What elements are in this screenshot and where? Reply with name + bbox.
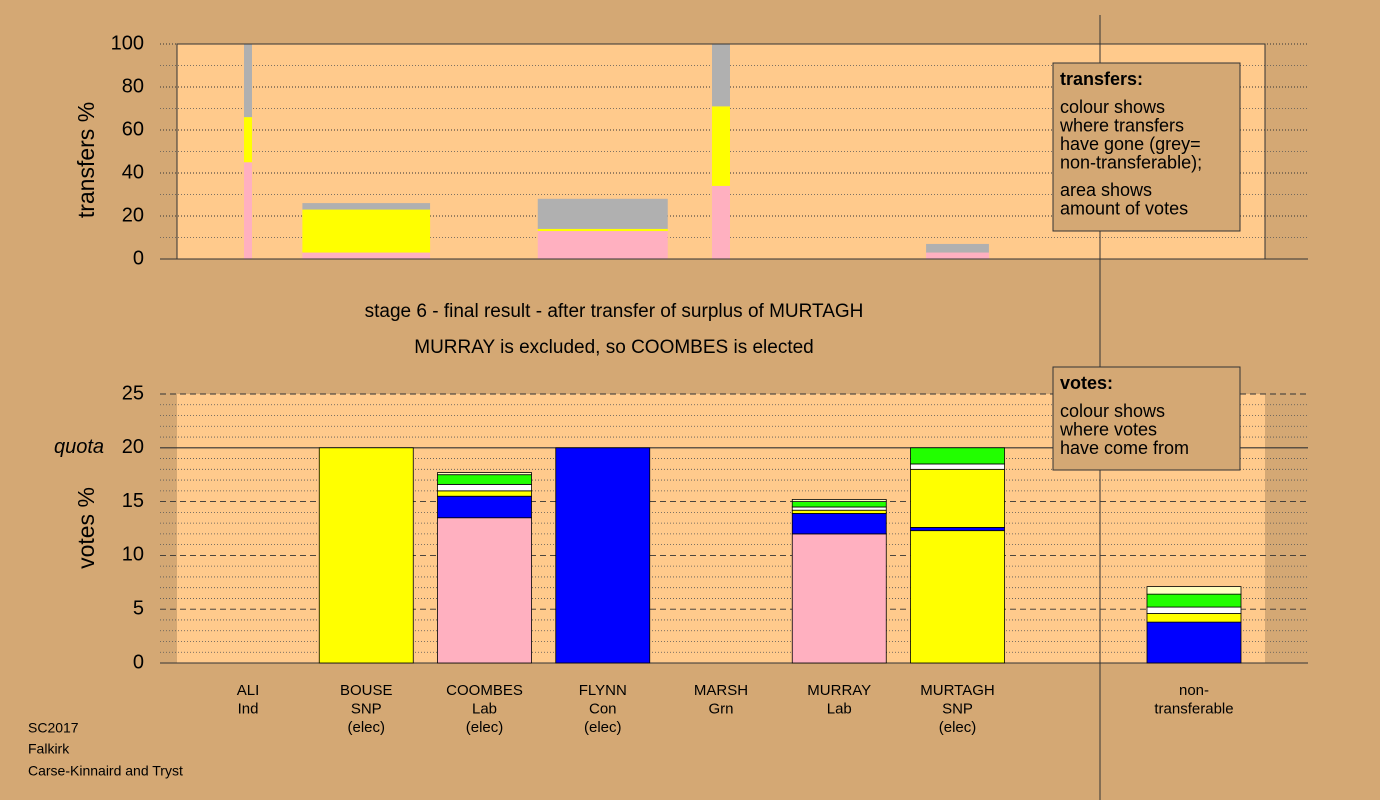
legend-text: where votes [1059, 419, 1157, 439]
x-tick-label: (elec) [466, 719, 504, 736]
quota-label: quota [54, 436, 104, 458]
x-tick-label: transferable [1154, 700, 1233, 717]
chart-title: stage 6 - final result - after transfer … [365, 301, 864, 322]
y-tick-label: 40 [122, 161, 144, 183]
bar-segment [926, 252, 989, 259]
x-tick-label: BOUSE [340, 682, 393, 699]
bar-segment [1146, 593, 1242, 608]
bar-segment [910, 447, 1005, 465]
x-tick-label: Ind [238, 700, 259, 717]
bar-segment [1146, 621, 1242, 664]
x-tick-label: ALI [237, 682, 260, 699]
bar-segment [712, 44, 730, 107]
y-tick-label: 0 [133, 651, 144, 673]
y-tick-label: 5 [133, 597, 144, 619]
bar-segment [910, 527, 1005, 532]
bar-segment [244, 44, 252, 118]
legend-text: non-transferable); [1060, 152, 1202, 172]
bar-segment [244, 117, 252, 163]
bar-segment [926, 243, 989, 253]
y-axis-label: transfers % [73, 102, 99, 218]
legend-text: where transfers [1059, 115, 1184, 135]
x-tick-label: MARSH [694, 682, 748, 699]
bar-segment [910, 468, 1005, 528]
bar-segment [437, 495, 532, 519]
bar-segment [791, 506, 887, 511]
x-tick-label: MURTAGH [920, 682, 994, 699]
bar-segment [555, 447, 651, 664]
x-tick-label: non- [1179, 682, 1209, 699]
bar-segment [537, 198, 668, 229]
bar-segment [437, 490, 532, 497]
x-tick-label: Con [589, 700, 617, 717]
legend-text: area shows [1060, 180, 1152, 200]
bar-segment [791, 499, 887, 502]
bar-segment [537, 228, 668, 232]
bar-segment [791, 533, 887, 664]
bar-segment [302, 209, 431, 253]
chart-title: MURRAY is excluded, so COOMBES is electe… [414, 337, 814, 358]
x-tick-label: (elec) [939, 719, 977, 736]
bar-segment [1146, 586, 1242, 595]
y-tick-label: 100 [111, 32, 144, 54]
bar-segment [791, 513, 887, 535]
y-axis-label: votes % [73, 487, 99, 569]
y-tick-label: 15 [122, 490, 144, 512]
bar-segment [1146, 606, 1242, 614]
x-tick-label: SNP [351, 700, 382, 717]
x-tick-label: Grn [708, 700, 733, 717]
y-tick-label: 25 [122, 382, 144, 404]
legend-title: votes: [1060, 373, 1113, 393]
x-tick-label: Lab [827, 700, 852, 717]
x-tick-label: Lab [472, 700, 497, 717]
x-tick-label: MURRAY [807, 682, 871, 699]
legend-text: colour shows [1060, 401, 1165, 421]
bar-segment [537, 231, 668, 259]
x-tick-label: (elec) [584, 719, 622, 736]
bar-segment [302, 203, 431, 210]
x-tick-label: (elec) [347, 719, 385, 736]
legend-text: have gone (grey= [1060, 134, 1201, 154]
bar-segment [1146, 613, 1242, 623]
x-tick-label: SNP [942, 700, 973, 717]
y-tick-label: 20 [122, 204, 144, 226]
y-tick-label: 0 [133, 247, 144, 269]
bar-segment [910, 530, 1005, 664]
x-tick-label: FLYNN [579, 682, 627, 699]
bar-segment [910, 463, 1005, 470]
y-tick-label: 20 [122, 436, 144, 458]
bar-segment [437, 474, 532, 485]
legend-box [1052, 366, 1241, 471]
y-tick-label: 60 [122, 118, 144, 140]
x-tick-label: COOMBES [446, 682, 523, 699]
bar-segment [791, 501, 887, 508]
bar-segment [791, 509, 887, 514]
bar-segment [437, 483, 532, 492]
bar-segment [712, 185, 730, 259]
bar-segment [437, 517, 532, 664]
bar-segment [318, 447, 414, 664]
legend-text: have come from [1060, 438, 1189, 458]
footer: Carse-Kinnaird and Tryst [28, 763, 183, 779]
bar-segment [437, 472, 532, 476]
bar-segment [712, 106, 730, 186]
y-tick-label: 10 [122, 544, 144, 566]
legend-box [1052, 62, 1241, 232]
legend-text: amount of votes [1060, 198, 1188, 218]
bar-segment [302, 252, 431, 259]
y-tick-label: 80 [122, 75, 144, 97]
legend-title: transfers: [1060, 69, 1143, 89]
legend-text: colour shows [1060, 97, 1165, 117]
plot-frame [176, 43, 1266, 260]
bar-segment [244, 162, 252, 259]
footer: SC2017 [28, 720, 79, 736]
footer: Falkirk [28, 741, 70, 757]
